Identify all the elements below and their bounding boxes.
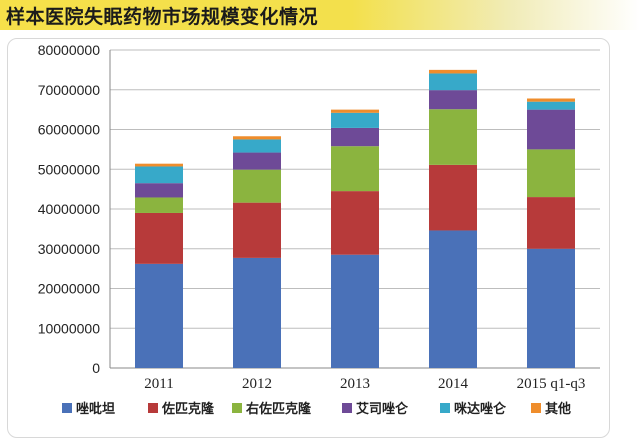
- y-tick-label: 70000000: [38, 82, 101, 98]
- title-bar: 样本医院失眠药物市场规模变化情况: [0, 0, 640, 30]
- bar-segment: [331, 146, 379, 192]
- bar-segment: [233, 202, 281, 258]
- legend-label: 其他: [545, 401, 571, 417]
- bar-segment: [429, 73, 477, 91]
- bar-segment: [331, 254, 379, 368]
- legend-swatch: [148, 403, 158, 413]
- x-tick-label: 2013: [340, 376, 370, 392]
- bar-segment: [135, 197, 183, 213]
- legend-label: 咪达唑仑: [454, 401, 507, 417]
- y-tick-label: 40000000: [38, 201, 101, 217]
- x-tick-label: 2011: [144, 376, 173, 392]
- bar-segment: [135, 166, 183, 184]
- x-tick-label: 2015 q1-q3: [517, 376, 586, 392]
- bar-segment: [429, 69, 477, 74]
- legend-swatch: [62, 403, 72, 413]
- bar-segment: [233, 169, 281, 203]
- bar-segment: [233, 152, 281, 170]
- bar-segment: [331, 127, 379, 147]
- bar-segment: [527, 197, 575, 249]
- bar-segment: [429, 230, 477, 368]
- bar-segment: [233, 136, 281, 140]
- bar-segment: [135, 212, 183, 264]
- chart-border: [7, 38, 610, 438]
- bar-segment: [527, 101, 575, 110]
- bar-segment: [429, 90, 477, 110]
- bar-segment: [331, 109, 379, 113]
- y-tick-label: 0: [92, 360, 100, 376]
- y-tick-label: 80000000: [38, 42, 101, 58]
- bar-segment: [135, 263, 183, 368]
- bar-segment: [135, 163, 183, 167]
- y-tick-label: 50000000: [38, 161, 101, 177]
- y-tick-label: 60000000: [38, 122, 101, 138]
- bar-segment: [233, 139, 281, 153]
- bar-segment: [527, 98, 575, 102]
- bar-segment: [331, 191, 379, 255]
- legend-swatch: [531, 403, 541, 413]
- y-tick-label: 10000000: [38, 320, 101, 336]
- bar-segment: [527, 149, 575, 198]
- legend-label: 艾司唑仑: [356, 401, 409, 417]
- bar-segment: [331, 112, 379, 128]
- legend-swatch: [440, 403, 450, 413]
- bar-segment: [527, 248, 575, 368]
- y-tick-label: 20000000: [38, 281, 101, 297]
- x-tick-label: 2012: [242, 376, 272, 392]
- y-tick-label: 30000000: [38, 241, 101, 257]
- legend-label: 唑吡坦: [76, 401, 115, 417]
- x-tick-label: 2014: [438, 376, 469, 392]
- legend-label: 佐匹克隆: [161, 401, 215, 417]
- legend-swatch: [232, 403, 242, 413]
- bar-segment: [135, 183, 183, 198]
- legend-swatch: [342, 403, 352, 413]
- chart-title: 样本医院失眠药物市场规模变化情况: [6, 6, 319, 28]
- bar-segment: [429, 109, 477, 165]
- bar-segment: [527, 109, 575, 150]
- bar-segment: [429, 164, 477, 231]
- legend-label: 右佐匹克隆: [245, 401, 312, 417]
- bar-segment: [233, 257, 281, 368]
